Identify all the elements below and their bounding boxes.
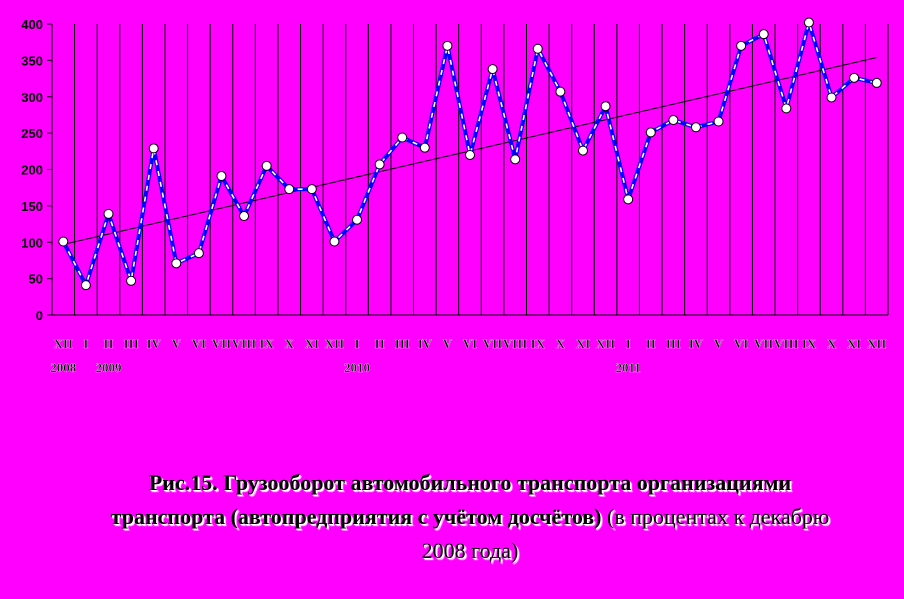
data-point [58, 236, 69, 247]
x-tick-label: VIII [503, 336, 528, 351]
x-tick-label: II [646, 336, 656, 351]
x-tick-label: IX [802, 336, 817, 351]
y-tick-label: 300 [21, 90, 43, 105]
x-tick-label: I [354, 336, 359, 351]
data-point [555, 86, 566, 97]
data-point [623, 194, 634, 205]
x-tick-label: XII [54, 336, 74, 351]
x-axis-tick-labels: XII I II III IV V VI VII VIII IX X XI XII I II III IV V VI… [53, 336, 887, 351]
chart-caption: Рис.15. Грузооборот автомобильного транс… [90, 466, 850, 568]
x-tick-label: V [443, 336, 453, 351]
data-point [103, 208, 114, 219]
x-tick-label: IX [259, 336, 274, 351]
data-point [849, 72, 860, 83]
data-point [758, 29, 769, 40]
x-tick-label: VIII [774, 336, 799, 351]
data-markers [58, 17, 882, 291]
x-tick-label: XI [576, 336, 590, 351]
x-year-label: 2008 [50, 360, 77, 375]
data-point [577, 145, 588, 156]
x-tick-label: XII [325, 336, 345, 351]
x-tick-label: VI [192, 336, 206, 351]
data-point [306, 184, 317, 195]
x-tick-label: XII [867, 336, 887, 351]
data-point [374, 159, 385, 170]
data-point [465, 149, 475, 160]
x-tick-label: VII [212, 336, 232, 351]
data-point [216, 171, 227, 182]
x-year-label: 2011 [616, 360, 641, 375]
x-tick-label: I [83, 336, 88, 351]
data-point [803, 17, 814, 28]
data-point [690, 122, 701, 133]
x-tick-label: IX [531, 336, 546, 351]
y-tick-label: 200 [21, 163, 43, 178]
data-point [261, 160, 272, 171]
y-tick-label: 350 [21, 53, 43, 68]
x-tick-label: VII [754, 336, 774, 351]
data-point [713, 116, 724, 127]
data-point [148, 143, 159, 154]
x-tick-label: XII [596, 336, 616, 351]
data-point [871, 77, 882, 88]
data-point [171, 258, 182, 269]
data-point [600, 101, 611, 112]
y-tick-label: 150 [21, 199, 43, 214]
x-tick-label: X [285, 336, 295, 351]
x-tick-label: III [666, 336, 681, 351]
x-tick-label: I [626, 336, 631, 351]
x-year-label: 2009 [95, 360, 122, 375]
data-point [781, 103, 792, 114]
data-point [126, 275, 137, 286]
data-point [284, 184, 295, 195]
data-point [645, 127, 656, 138]
data-point [510, 154, 521, 165]
x-tick-label: VIII [232, 336, 257, 351]
x-tick-label: XI [847, 336, 861, 351]
x-year-label: 2010 [344, 360, 370, 375]
y-tick-label: 250 [21, 126, 43, 141]
x-tick-label: V [172, 336, 182, 351]
caption-title: Рис.15. Грузооборот автомобильного транс… [110, 470, 792, 529]
x-tick-label: IV [146, 336, 161, 351]
caption-units: (в процентах к декабрю 2008 года) [421, 504, 830, 563]
x-tick-label: V [714, 336, 724, 351]
x-tick-label: X [827, 336, 837, 351]
data-point [352, 214, 363, 225]
data-point [239, 211, 250, 222]
y-axis-tick-labels: 0 50 100 150 200 250 300 350 400 [21, 17, 43, 323]
chart-grid [74, 24, 866, 315]
y-tick-label: 0 [36, 308, 43, 323]
y-tick-label: 100 [21, 235, 43, 250]
x-tick-label: X [556, 336, 566, 351]
x-tick-label: VI [463, 336, 477, 351]
data-point [442, 40, 453, 51]
y-tick-label: 50 [29, 272, 43, 287]
data-point [329, 236, 340, 247]
data-point [193, 248, 204, 259]
data-point [419, 142, 430, 153]
x-axis-year-labels: 2008 2009 2010 2011 [50, 360, 641, 375]
data-point [532, 43, 543, 54]
x-tick-label: IV [689, 336, 704, 351]
x-tick-label: VI [734, 336, 748, 351]
x-tick-label: III [123, 336, 138, 351]
data-point [80, 280, 91, 291]
x-tick-label: IV [418, 336, 433, 351]
data-point [487, 64, 498, 75]
chart-axes [47, 23, 889, 316]
x-tick-label: III [395, 336, 410, 351]
data-point [397, 132, 408, 143]
data-point [736, 40, 747, 51]
x-tick-label: VII [483, 336, 503, 351]
data-point [668, 115, 679, 126]
data-point [826, 92, 837, 103]
y-tick-label: 400 [21, 17, 43, 32]
x-tick-label: II [103, 336, 113, 351]
x-tick-label: II [375, 336, 385, 351]
x-tick-label: XI [305, 336, 319, 351]
